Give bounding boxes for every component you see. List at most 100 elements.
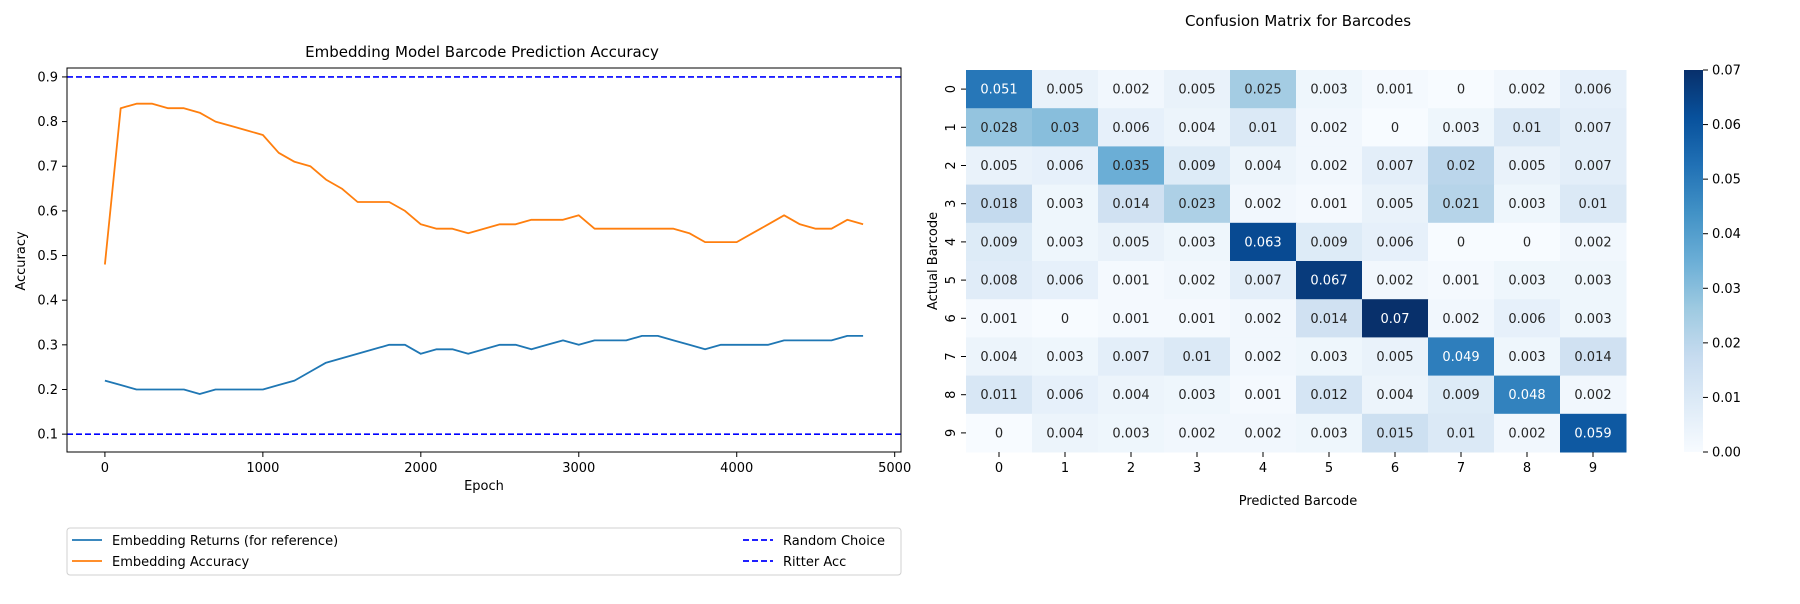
heatmap-cell <box>1494 222 1561 262</box>
heatmap-cell-label: 0 <box>1523 235 1531 250</box>
heatmap-x-axis-label: Predicted Barcode <box>1239 494 1357 509</box>
heatmap-x-tick-label: 0 <box>995 461 1003 476</box>
heatmap-cell-label: 0.003 <box>1508 274 1545 289</box>
heatmap-cell-label: 0.049 <box>1442 350 1479 365</box>
series-line-embedding-returns-for-reference <box>104 334 864 395</box>
heatmap-cell-label: 0.001 <box>1244 388 1281 403</box>
heatmap-cell <box>1560 108 1627 147</box>
heatmap-y-tick-label: 6 <box>944 314 959 322</box>
heatmap-cell <box>966 413 1033 453</box>
heatmap-cell <box>1560 261 1627 300</box>
heatmap-cell <box>1230 222 1297 262</box>
heatmap-cell-label: 0.001 <box>1112 312 1149 327</box>
heatmap-cell-label: 0.011 <box>980 388 1017 403</box>
colorbar-tick-label: 0.07 <box>1712 64 1741 79</box>
x-tick-label: 4000 <box>720 461 753 476</box>
heatmap-cell <box>1296 337 1363 377</box>
colorbar-gradient <box>1684 70 1703 452</box>
heatmap-cell-label: 0.007 <box>1574 159 1611 174</box>
heatmap-cell <box>1494 413 1561 453</box>
heatmap-cell-label: 0.002 <box>1574 388 1611 403</box>
heatmap-cell-label: 0.002 <box>1178 426 1215 441</box>
heatmap-cell-label: 0.015 <box>1376 426 1413 441</box>
heatmap-cell-label: 0.001 <box>1376 83 1413 98</box>
heatmap-cell <box>966 70 1033 109</box>
heatmap-y-tick-label: 9 <box>944 429 959 437</box>
heatmap-cell <box>1230 413 1297 453</box>
x-tick-label: 1000 <box>246 461 279 476</box>
legend-label-random-choice: Random Choice <box>783 534 885 549</box>
heatmap-cell-label: 0.006 <box>1046 159 1083 174</box>
heatmap-cell-label: 0.014 <box>1310 312 1347 327</box>
heatmap-cell-label: 0 <box>995 426 1003 441</box>
heatmap-cell <box>1032 146 1099 186</box>
heatmap-cell-label: 0.005 <box>980 159 1017 174</box>
colorbar-tick-label: 0.00 <box>1712 446 1741 461</box>
heatmap-cell-label: 0 <box>1061 312 1069 327</box>
heatmap-cells: 0.051 0.005 0.002 0.005 0.025 0.003 0.001 0 0.00… <box>966 70 1627 453</box>
heatmap-cell <box>1032 299 1099 338</box>
y-tick-label: 0.5 <box>37 249 58 264</box>
heatmap-y-tick-label: 0 <box>944 85 959 93</box>
heatmap-cell-label: 0.003 <box>1310 350 1347 365</box>
heatmap-cell <box>1032 108 1099 147</box>
heatmap-cell-label: 0.001 <box>980 312 1017 327</box>
legend-label-embedding-returns: Embedding Returns (for reference) <box>112 534 338 549</box>
heatmap-cell <box>1230 261 1297 300</box>
colorbar-ticks: 0.00 0.01 0.02 0.03 0.04 0.05 0.06 0.07 <box>1703 64 1741 461</box>
heatmap-cell-label: 0.01 <box>1249 121 1278 136</box>
heatmap-cell <box>1428 222 1495 262</box>
heatmap-x-tick-label: 5 <box>1325 461 1333 476</box>
legend-frame <box>66 527 902 576</box>
heatmap-cell-label: 0.002 <box>1310 159 1347 174</box>
x-tick-label: 3000 <box>562 461 595 476</box>
heatmap-cell-label: 0.004 <box>1178 121 1215 136</box>
heatmap-cell <box>1032 222 1099 262</box>
legend-label-embedding-accuracy: Embedding Accuracy <box>112 555 250 570</box>
heatmap-cell-label: 0.002 <box>1310 121 1347 136</box>
y-tick-label: 0.1 <box>37 428 58 443</box>
y-tick-label: 0.2 <box>37 383 58 398</box>
heatmap-cell-label: 0.001 <box>1112 274 1149 289</box>
heatmap-cell <box>1032 375 1099 415</box>
heatmap-cell-label: 0.03 <box>1051 121 1080 136</box>
heatmap-cell <box>1032 413 1099 453</box>
heatmap-cell-label: 0.005 <box>1046 83 1083 98</box>
heatmap-cell <box>1164 337 1231 377</box>
heatmap-y-tick-label: 3 <box>944 200 959 208</box>
heatmap-y-axis-label: Actual Barcode <box>926 212 941 310</box>
x-tick-label: 2000 <box>404 461 437 476</box>
heatmap-cell <box>966 108 1033 147</box>
heatmap-cell-label: 0.01 <box>1579 197 1608 212</box>
heatmap-cell-label: 0.012 <box>1310 388 1347 403</box>
heatmap-cell <box>1362 146 1429 186</box>
heatmap-x-tick-label: 8 <box>1523 461 1531 476</box>
heatmap-cell-label: 0.002 <box>1244 197 1281 212</box>
heatmap-cell <box>1164 413 1231 453</box>
heatmap-cell <box>966 146 1033 186</box>
heatmap-cell-label: 0.003 <box>1112 426 1149 441</box>
heatmap-cell <box>1494 337 1561 377</box>
heatmap-cell <box>1560 222 1627 262</box>
heatmap-cell-label: 0.028 <box>980 121 1017 136</box>
heatmap-cell-label: 0.006 <box>1112 121 1149 136</box>
heatmap-cell-label: 0.005 <box>1112 235 1149 250</box>
heatmap-cell <box>1164 184 1231 224</box>
heatmap-cell <box>1362 70 1429 109</box>
heatmap-cell-label: 0.005 <box>1376 197 1413 212</box>
heatmap-cell-label: 0.002 <box>1376 274 1413 289</box>
legend-item-ritter-acc: Ritter Acc <box>743 555 846 570</box>
heatmap-cell-label: 0.067 <box>1310 274 1347 289</box>
heatmap-cell <box>1494 299 1561 338</box>
x-tick-label: 0 <box>101 461 109 476</box>
heatmap-cell <box>1296 70 1363 109</box>
heatmap-cell-label: 0.002 <box>1178 274 1215 289</box>
heatmap-cell <box>1428 184 1495 224</box>
heatmap-cell <box>1032 337 1099 377</box>
heatmap-cell <box>966 375 1033 415</box>
heatmap-cell-label: 0.007 <box>1376 159 1413 174</box>
heatmap-cell-label: 0.004 <box>1244 159 1281 174</box>
heatmap-x-tick-label: 6 <box>1391 461 1399 476</box>
heatmap-cell <box>1164 222 1231 262</box>
heatmap-cell-label: 0.003 <box>1046 197 1083 212</box>
